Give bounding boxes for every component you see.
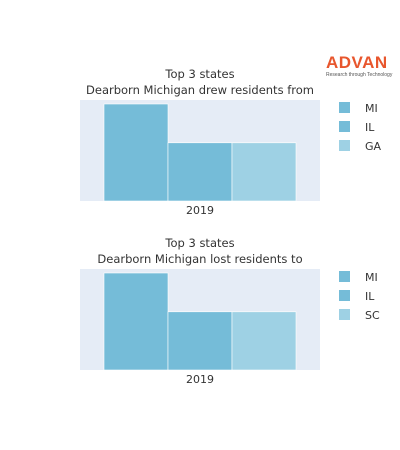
chart-title-line-1: Top 3 states bbox=[164, 67, 234, 81]
bar-il bbox=[167, 142, 233, 202]
legend-label-il: IL bbox=[365, 290, 375, 303]
bar-ga bbox=[231, 142, 297, 202]
chart-lost-to: Top 3 states Dearborn Michigan lost resid… bbox=[80, 236, 380, 386]
advan-logo: ADVAN Research through Technology bbox=[326, 54, 396, 78]
legend-swatch-mi bbox=[339, 102, 350, 113]
legend-swatch-il bbox=[339, 121, 350, 132]
logo-wordmark: ADVAN bbox=[326, 53, 388, 72]
legend-swatch-sc bbox=[339, 309, 350, 320]
chart-title-line-2: Dearborn Michigan drew residents from bbox=[86, 83, 314, 97]
bar-mi bbox=[103, 103, 169, 202]
legend-label-mi: MI bbox=[365, 102, 378, 115]
chart-drew-from: Top 3 states Dearborn Michigan drew resid… bbox=[80, 67, 382, 217]
bar-mi bbox=[103, 272, 169, 371]
legend-swatch-ga bbox=[339, 140, 350, 151]
logo-tagline: Research through Technology bbox=[326, 72, 393, 78]
legend-label-ga: GA bbox=[365, 140, 382, 153]
x-tick-label: 2019 bbox=[186, 373, 214, 386]
x-tick-label: 2019 bbox=[186, 204, 214, 217]
legend-label-sc: SC bbox=[365, 309, 380, 322]
bar-il bbox=[167, 311, 233, 371]
legend-swatch-il bbox=[339, 290, 350, 301]
legend-label-il: IL bbox=[365, 121, 375, 134]
chart-title-line-1: Top 3 states bbox=[164, 236, 234, 250]
legend-swatch-mi bbox=[339, 271, 350, 282]
legend-label-mi: MI bbox=[365, 271, 378, 284]
chart-title-line-2: Dearborn Michigan lost residents to bbox=[97, 252, 302, 266]
bar-sc bbox=[231, 311, 297, 371]
